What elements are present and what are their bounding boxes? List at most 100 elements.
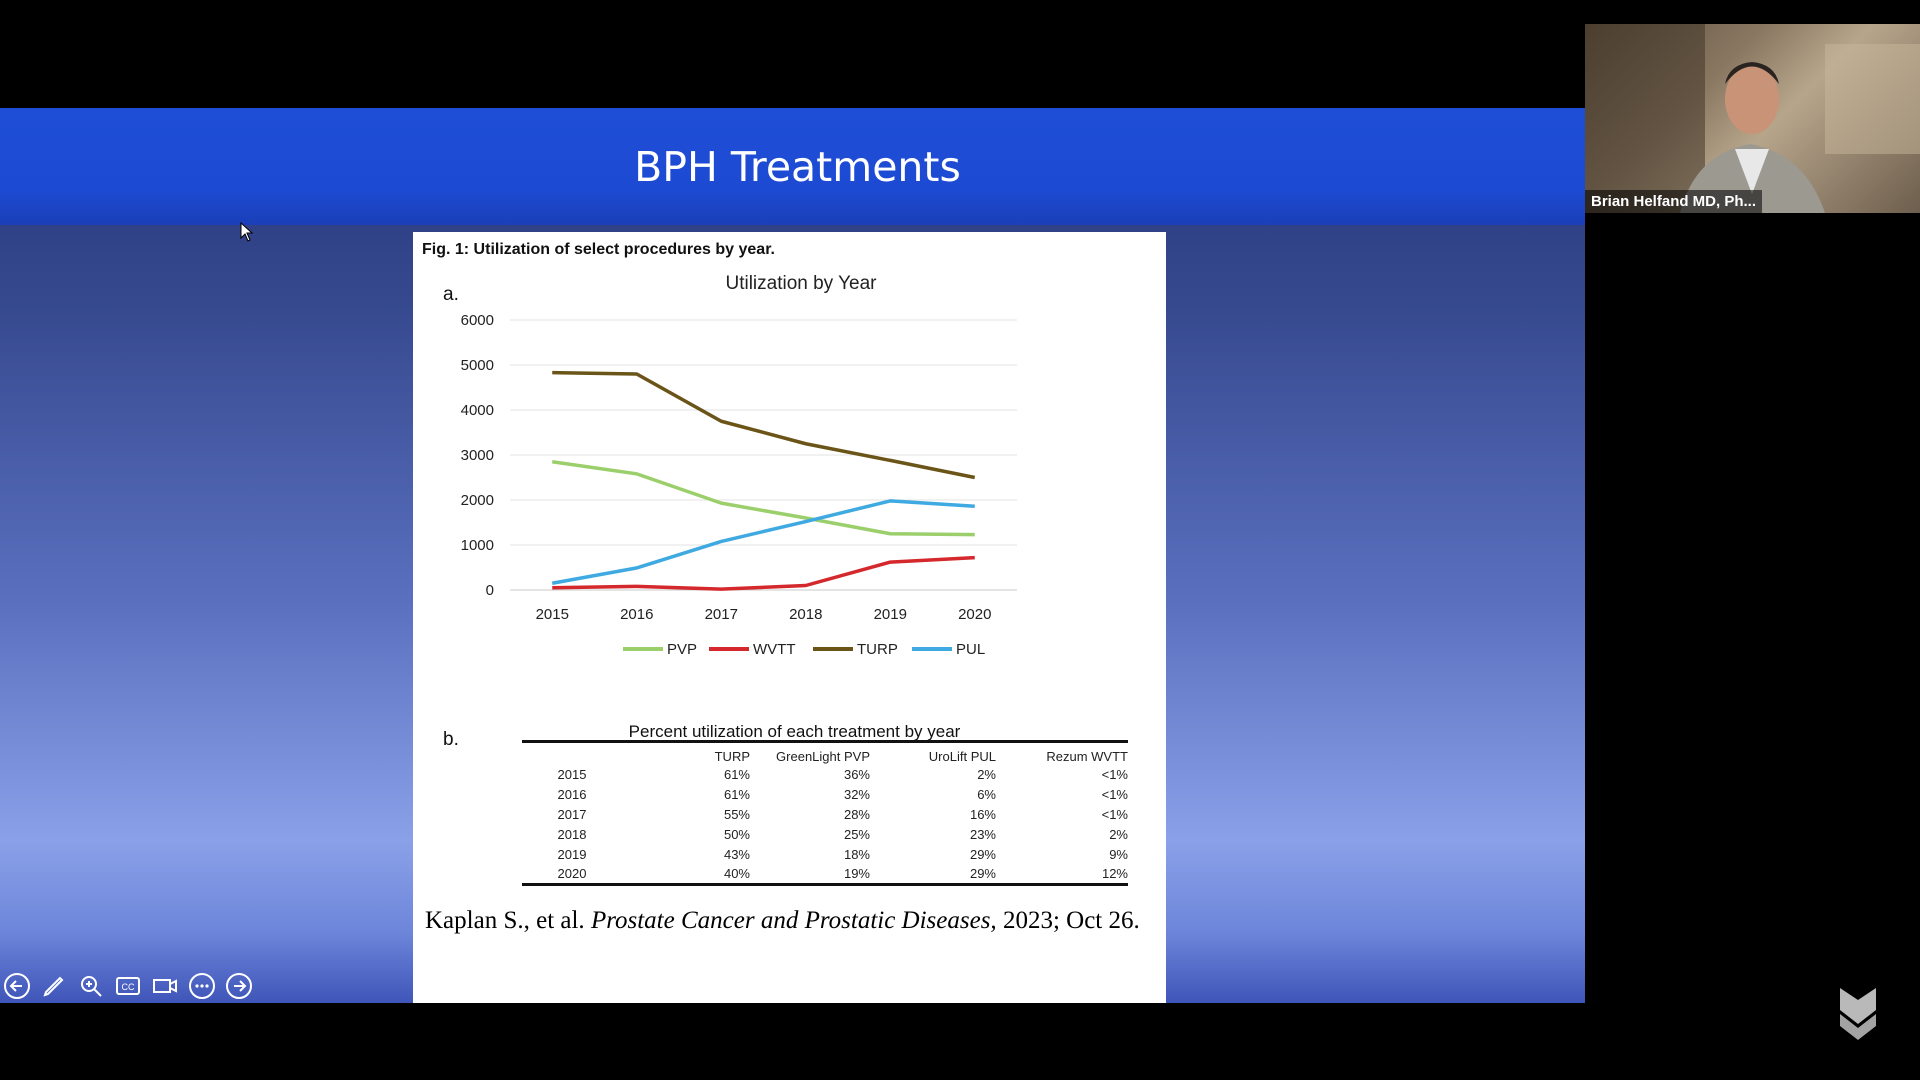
svg-text:CC: CC <box>121 982 134 992</box>
table-cell: 23% <box>969 826 996 842</box>
legend-label: PUL <box>956 641 985 658</box>
table-cell: 9% <box>1109 846 1128 862</box>
series-line-pvp <box>552 460 975 537</box>
table-column-header <box>522 742 622 765</box>
y-tick-label: 0 <box>486 582 494 599</box>
x-tick-label: 2017 <box>705 606 738 623</box>
table-cell: 50% <box>723 826 750 842</box>
pen-button[interactable] <box>37 970 70 1002</box>
table-cell: <1% <box>1101 766 1128 782</box>
figure-label-b: b. <box>443 729 459 750</box>
table-header-row: TURP GreenLight PVP UroLift PUL Rezum WVTT <box>522 742 1128 765</box>
mouse-cursor-icon <box>240 222 254 242</box>
series-line-wvtt <box>552 555 975 591</box>
video-icon <box>152 979 177 993</box>
citation-date: 2023; Oct 26. <box>1002 907 1140 934</box>
video-button[interactable] <box>148 970 181 1002</box>
table-cell: 16% <box>969 806 996 822</box>
series-line-turp <box>552 370 976 480</box>
table-title: Percent utilization of each treatment by… <box>628 722 961 741</box>
y-tick-label: 5000 <box>461 357 494 374</box>
table-cell: <1% <box>1101 786 1128 802</box>
participant-name: Brian Helfand MD, Ph... <box>1585 190 1763 213</box>
table-row: 2017 55% 28% 16% <1% <box>522 804 1128 824</box>
table-cell: 32% <box>843 786 870 802</box>
table-cell: 55% <box>723 806 750 822</box>
table-cell: 2% <box>977 766 996 782</box>
table-cell: 36% <box>843 766 870 782</box>
table-cell: 19% <box>843 865 870 881</box>
table-cell: 2% <box>1109 826 1128 842</box>
zoom-icon <box>80 976 102 997</box>
app-logo-icon <box>1840 988 1876 1040</box>
line-chart: Utilization by Year 0 1000 2000 3000 4000 500… <box>461 273 1017 658</box>
cc-icon: CC <box>115 977 140 995</box>
table-cell: 2019 <box>557 846 587 862</box>
chart-series <box>551 370 976 591</box>
more-button[interactable] <box>185 970 218 1002</box>
table-cell: 29% <box>969 846 996 862</box>
figure-caption: Fig. 1: Utilization of select procedures… <box>422 241 775 258</box>
figure-panel: Fig. 1: Utilization of select procedures… <box>413 232 1166 1003</box>
figure-label-a: a. <box>443 284 459 305</box>
table-cell: 18% <box>843 846 870 862</box>
zoom-button[interactable] <box>74 970 107 1002</box>
y-tick-label: 1000 <box>461 537 494 554</box>
legend-label: TURP <box>857 641 898 658</box>
participant-video-tile[interactable]: Brian Helfand MD, Ph... <box>1585 24 1920 213</box>
table-column-header: TURP <box>714 749 750 764</box>
captions-button[interactable]: CC <box>111 970 144 1002</box>
back-button[interactable] <box>0 970 33 1002</box>
table-row: 2019 43% 18% 29% 9% <box>522 844 1128 864</box>
y-tick-label: 3000 <box>461 447 494 464</box>
table-cell: 2016 <box>557 786 587 802</box>
table-cell: 25% <box>843 826 870 842</box>
presentation-toolbar: CC <box>0 970 255 1002</box>
pen-icon <box>42 976 63 997</box>
forward-button[interactable] <box>222 970 255 1002</box>
x-tick-label: 2015 <box>536 606 569 623</box>
citation-authors: Kaplan S., et al. <box>425 907 585 934</box>
presentation-slide: BPH Treatments Fig. 1: Utilization of se… <box>0 108 1585 1003</box>
y-tick-label: 2000 <box>461 492 494 509</box>
y-tick-label: 4000 <box>461 402 494 419</box>
slide-title: BPH Treatments <box>634 142 961 191</box>
table-row: 2016 61% 32% 6% <1% <box>522 784 1128 804</box>
table-cell: 28% <box>843 806 870 822</box>
y-axis-ticks: 0 1000 2000 3000 4000 5000 6000 <box>461 312 494 599</box>
utilization-table: TURP GreenLight PVP UroLift PUL Rezum WVTT … <box>522 740 1128 886</box>
participant-avatar <box>1585 24 1920 213</box>
table-cell: 2018 <box>557 826 587 842</box>
x-tick-label: 2020 <box>958 606 991 623</box>
table-row: 2015 61% 36% 2% <1% <box>522 764 1128 784</box>
table-cell: 61% <box>723 786 750 802</box>
back-arrow-icon <box>3 973 30 999</box>
table-row: 2020 40% 19% 29% 12% <box>522 864 1128 884</box>
series-line-pul <box>551 499 975 585</box>
forward-arrow-icon <box>225 973 252 999</box>
x-tick-label: 2016 <box>620 606 653 623</box>
citation-journal: Prostate Cancer and Prostatic Diseases, <box>590 907 997 934</box>
chart-grid <box>510 319 1017 591</box>
citation: Kaplan S., et al. Prostate Cancer and Pr… <box>425 907 1140 935</box>
x-tick-label: 2018 <box>789 606 822 623</box>
legend-label: PVP <box>667 641 697 658</box>
table-column-header: GreenLight PVP <box>776 749 870 764</box>
y-tick-label: 6000 <box>461 312 494 329</box>
slide-title-bar: BPH Treatments <box>0 108 1585 225</box>
table-body: 2015 61% 36% 2% <1% 2016 61% 32% 6% <1% 2017 55% 28%… <box>522 764 1128 884</box>
table-column-header: UroLift PUL <box>928 749 996 764</box>
more-icon <box>188 973 215 999</box>
table-column-header: Rezum WVTT <box>1046 749 1128 764</box>
table-cell: 2015 <box>557 766 587 782</box>
table-row: 2018 50% 25% 23% 2% <box>522 824 1128 844</box>
table-cell: 61% <box>723 766 750 782</box>
legend-label: WVTT <box>753 641 796 658</box>
table-cell: 2017 <box>557 806 587 822</box>
table-cell: <1% <box>1101 806 1128 822</box>
table-cell: 40% <box>723 865 750 881</box>
x-tick-label: 2019 <box>874 606 907 623</box>
table-cell: 29% <box>969 865 996 881</box>
table-cell: 2020 <box>557 865 587 881</box>
